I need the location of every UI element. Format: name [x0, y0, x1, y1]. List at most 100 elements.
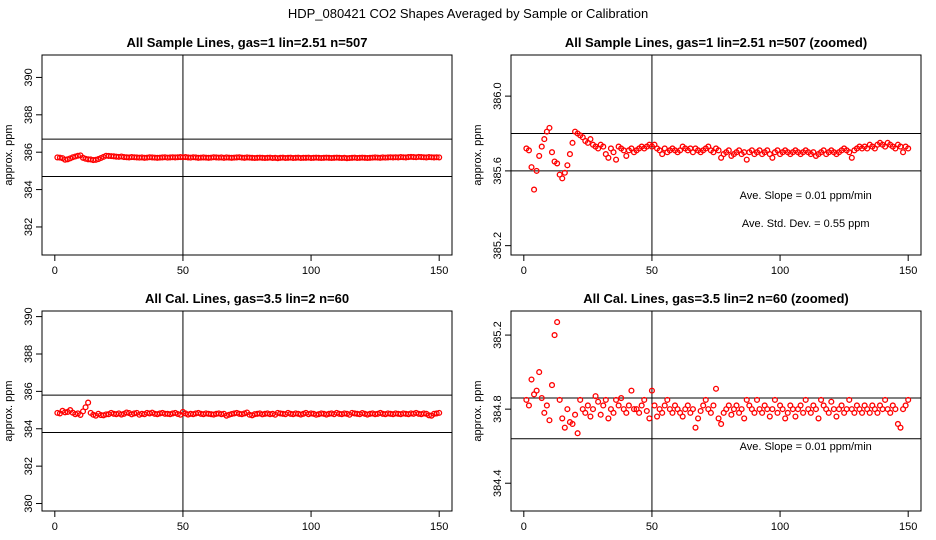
stat-annotation: Ave. Std. Dev. = 0.55 ppm — [742, 218, 870, 230]
data-point — [815, 415, 822, 422]
data-point — [577, 396, 584, 403]
data-point — [728, 411, 735, 418]
data-point — [436, 409, 443, 416]
data-point — [541, 136, 548, 143]
data-point — [433, 154, 440, 161]
data-point — [838, 402, 845, 409]
data-point — [613, 396, 620, 403]
data-point — [718, 420, 725, 428]
y-tick-label: 386.0 — [492, 82, 504, 110]
data-point — [659, 409, 666, 416]
x-tick-label: 0 — [521, 265, 527, 277]
data-point — [566, 151, 573, 158]
data-point — [572, 411, 579, 418]
data-point — [597, 411, 604, 418]
x-tick-label: 50 — [177, 521, 189, 533]
data-point — [218, 411, 225, 418]
data-point — [812, 406, 819, 413]
data-point — [569, 139, 576, 146]
data-point — [689, 406, 696, 413]
data-point — [523, 396, 530, 403]
data-point — [602, 396, 609, 403]
data-point — [738, 406, 745, 413]
stat-annotation: Ave. Slope = 0.01 ppm/min — [740, 441, 872, 453]
data-point — [900, 149, 907, 156]
data-point — [54, 409, 61, 416]
data-point — [56, 154, 63, 161]
data-point — [707, 409, 714, 416]
data-point — [584, 402, 591, 409]
plot-frame — [41, 54, 453, 256]
data-point — [610, 149, 617, 156]
x-tick-label: 0 — [52, 521, 58, 533]
data-point — [828, 398, 835, 405]
data-point — [605, 154, 612, 161]
data-point — [551, 332, 558, 339]
data-point — [843, 406, 850, 413]
y-tick-label: 384 — [23, 180, 35, 198]
panel-3: All Cal. Lines, gas=3.5 lin=2 n=60 0 50 100… — [3, 291, 453, 533]
data-point — [548, 149, 556, 156]
x-tick-label: 100 — [771, 521, 789, 533]
data-point — [425, 412, 432, 419]
panel-title: All Cal. Lines, gas=3.5 lin=2 n=60 (zoom… — [583, 291, 849, 306]
data-point — [79, 408, 87, 415]
figure-title: HDP_080421 CO2 Shapes Averaged by Sample… — [288, 6, 648, 21]
data-point — [74, 152, 81, 159]
y-tick-label: 384.4 — [492, 469, 504, 497]
data-point — [543, 402, 550, 409]
data-point — [528, 376, 535, 383]
data-point — [846, 396, 853, 403]
x-tick-label: 150 — [899, 265, 917, 277]
data-point — [589, 406, 597, 413]
data-point — [587, 413, 594, 420]
y-tick-label: 384 — [23, 420, 35, 438]
y-tick-label: 386 — [23, 382, 35, 400]
data-point — [764, 406, 771, 413]
data-point — [779, 406, 786, 413]
y-tick-label: 380 — [23, 494, 35, 512]
data-point — [697, 407, 704, 415]
data-point — [554, 160, 561, 167]
data-point — [641, 396, 648, 403]
data-point — [743, 396, 750, 403]
data-point — [548, 382, 556, 389]
data-point — [582, 409, 589, 416]
data-point — [769, 406, 776, 413]
data-point — [433, 410, 440, 417]
data-point — [759, 409, 766, 416]
data-point — [771, 396, 778, 403]
x-tick-label: 0 — [52, 265, 58, 277]
data-point — [536, 152, 543, 159]
x-tick-label: 0 — [521, 521, 527, 533]
data-point — [700, 402, 707, 409]
y-axis-label: approx. ppm — [472, 124, 484, 185]
panel-4: All Cal. Lines, gas=3.5 lin=2 n=60 (zoom… — [472, 291, 922, 533]
y-tick-label: 390 — [23, 307, 35, 325]
data-point — [587, 136, 594, 143]
y-tick-label: 385.2 — [492, 321, 504, 349]
data-points — [523, 319, 912, 437]
data-point — [559, 415, 566, 422]
data-point — [533, 387, 540, 394]
x-tick-label: 100 — [302, 521, 320, 533]
data-point — [818, 396, 825, 403]
panel-title: All Sample Lines, gas=1 lin=2.51 n=507 (… — [565, 35, 867, 50]
data-point — [643, 407, 650, 415]
data-point — [564, 406, 571, 413]
data-point — [659, 151, 666, 158]
data-point — [559, 175, 566, 182]
panel-1: All Sample Lines, gas=1 lin=2.51 n=507 0 5… — [3, 35, 453, 277]
data-point — [784, 409, 791, 416]
y-axis-label: approx. ppm — [3, 380, 15, 441]
data-point — [743, 156, 750, 163]
data-point — [712, 385, 720, 392]
data-point — [574, 430, 581, 437]
stat-annotation: Ave. Slope = 0.01 ppm/min — [740, 190, 872, 202]
y-tick-label: 388 — [23, 106, 35, 124]
data-point — [646, 415, 653, 422]
x-tick-label: 150 — [899, 521, 917, 533]
x-tick-label: 50 — [646, 265, 658, 277]
data-point — [554, 319, 561, 326]
